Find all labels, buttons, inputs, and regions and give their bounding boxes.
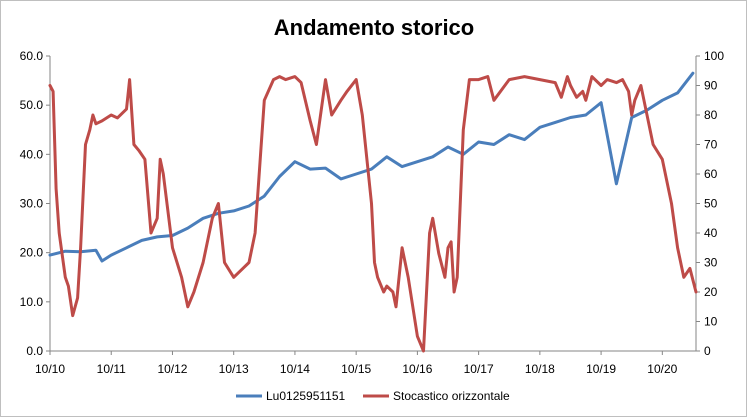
y-right-tick-label: 100 xyxy=(704,49,724,63)
x-tick-label: 10/10 xyxy=(35,362,65,376)
legend-label: Lu0125951151 xyxy=(266,389,346,403)
x-tick-label: 10/12 xyxy=(157,362,187,376)
x-tick-label: 10/15 xyxy=(341,362,371,376)
y-left-tick-label: 10.0 xyxy=(20,295,44,309)
x-tick-label: 10/14 xyxy=(280,362,310,376)
y-right-tick-label: 10 xyxy=(704,315,718,329)
x-tick-label: 10/17 xyxy=(464,362,494,376)
x-tick-label: 10/11 xyxy=(97,362,126,376)
y-left-tick-label: 0.0 xyxy=(26,344,43,358)
y-right-tick-label: 0 xyxy=(704,344,711,358)
legend: Lu0125951151 Stocastico orizzontale xyxy=(236,389,510,403)
y-left-tick-label: 20.0 xyxy=(20,246,44,260)
y-right-tick-group: 0 10 20 30 40 50 60 70 80 90 100 xyxy=(696,49,724,358)
y-right-tick-label: 60 xyxy=(704,167,718,181)
chart-title: Andamento storico xyxy=(274,15,474,40)
y-right-tick-label: 20 xyxy=(704,285,718,299)
x-tick-label: 10/18 xyxy=(525,362,555,376)
y-left-tick-label: 30.0 xyxy=(20,197,44,211)
y-right-tick-label: 90 xyxy=(704,79,718,93)
y-right-tick-label: 30 xyxy=(704,256,718,270)
x-tick-label: 10/16 xyxy=(402,362,432,376)
x-tick-group: 10/10 10/11 10/12 10/13 10/14 10/15 10/16 10/17… xyxy=(35,351,678,376)
y-left-tick-group: 0.0 10.0 20.0 30.0 40.0 50.0 60.0 xyxy=(20,49,50,358)
x-tick-label: 10/19 xyxy=(586,362,616,376)
y-right-tick-label: 80 xyxy=(704,108,718,122)
series-line-1 xyxy=(48,71,695,263)
y-right-tick-label: 50 xyxy=(704,197,718,211)
legend-label: Stocastico orizzontale xyxy=(393,389,510,403)
series-layer xyxy=(48,71,698,353)
x-tick-label: 10/13 xyxy=(219,362,249,376)
y-right-tick-label: 70 xyxy=(704,138,718,152)
y-left-tick-label: 60.0 xyxy=(20,49,44,63)
y-left-tick-label: 50.0 xyxy=(20,98,44,112)
series-line-2 xyxy=(48,75,698,353)
y-right-tick-label: 40 xyxy=(704,226,718,240)
x-tick-label: 10/20 xyxy=(647,362,677,376)
y-left-tick-label: 40.0 xyxy=(20,147,44,161)
